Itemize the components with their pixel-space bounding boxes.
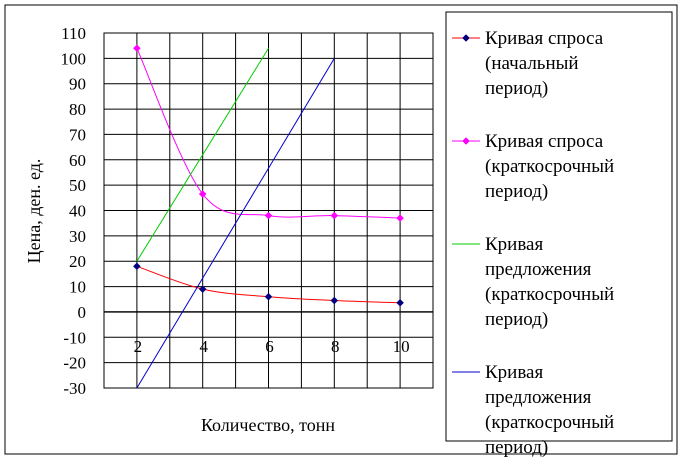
series-2-point [198,190,207,198]
x-tick-label: 10 [393,337,410,356]
series-layer [133,44,404,389]
legend-marker-2 [462,137,470,145]
series-1-point [264,292,273,301]
y-tick-label: 80 [69,100,86,119]
series-2-point [396,214,404,222]
y-tick-label: 100 [61,49,87,68]
y-tick-label: -30 [63,379,86,398]
legend-label-1: (начальный [485,53,579,74]
y-tick-label: -20 [63,354,86,373]
legend-box [445,11,673,442]
series-1-point [396,298,404,307]
y-tick-label: 60 [69,151,86,170]
legend-label-3: предложения [485,259,592,280]
legend-label-2: период) [485,181,548,202]
legend-label-3: (краткосрочный [485,284,614,305]
y-tick-label: -10 [63,328,86,347]
legend-label-3: период) [485,309,548,330]
series-1-point [330,296,339,305]
y-tick-label: 110 [61,24,86,43]
legend-label-1: период) [485,78,548,99]
y-tick-label: 20 [69,252,86,271]
series-line-3 [136,47,269,262]
series-2-point [264,211,273,220]
series-2-point [133,44,141,53]
series-1-point [133,262,141,271]
y-tick-label: 70 [69,125,86,144]
legend-label-3: Кривая [485,234,543,255]
y-tick-label: 30 [69,227,86,246]
legend: Кривая спроса (начальный период) Кривая спр… [445,11,673,458]
y-tick-label: 90 [69,75,86,94]
legend-label-4: Кривая [485,362,543,383]
series-line-4 [136,58,335,389]
legend-label-4: период) [485,437,548,458]
grid-lines [104,33,433,388]
y-tick-label: 10 [69,278,86,297]
legend-label-4: (краткосрочный [485,412,614,433]
plot-area [103,32,434,389]
legend-label-4: предложения [485,387,592,408]
tick-labels: -30 -20 -10 0 10 20 30 40 50 60 70 80 90 100 110 2 4 6 8 10 [61,24,410,398]
legend-label-2: (краткосрочный [485,156,614,177]
x-tick-label: 8 [331,337,340,356]
y-axis-title: Цена, ден. ед. [24,159,44,264]
y-tick-label: 0 [78,303,87,322]
x-tick-label: 6 [265,337,274,356]
legend-marker-1 [462,34,470,42]
y-tick-label: 40 [69,202,86,221]
x-axis-title: Количество, тонн [201,415,335,435]
y-tick-label: 50 [69,176,86,195]
series-1-point [198,285,207,293]
x-tick-label: 2 [134,337,143,356]
series-line-2 [136,48,401,219]
legend-label-1: Кривая спроса [485,28,604,49]
series-2-point [330,211,339,220]
x-tick-label: 4 [199,337,208,356]
legend-label-2: Кривая спроса [485,131,604,152]
